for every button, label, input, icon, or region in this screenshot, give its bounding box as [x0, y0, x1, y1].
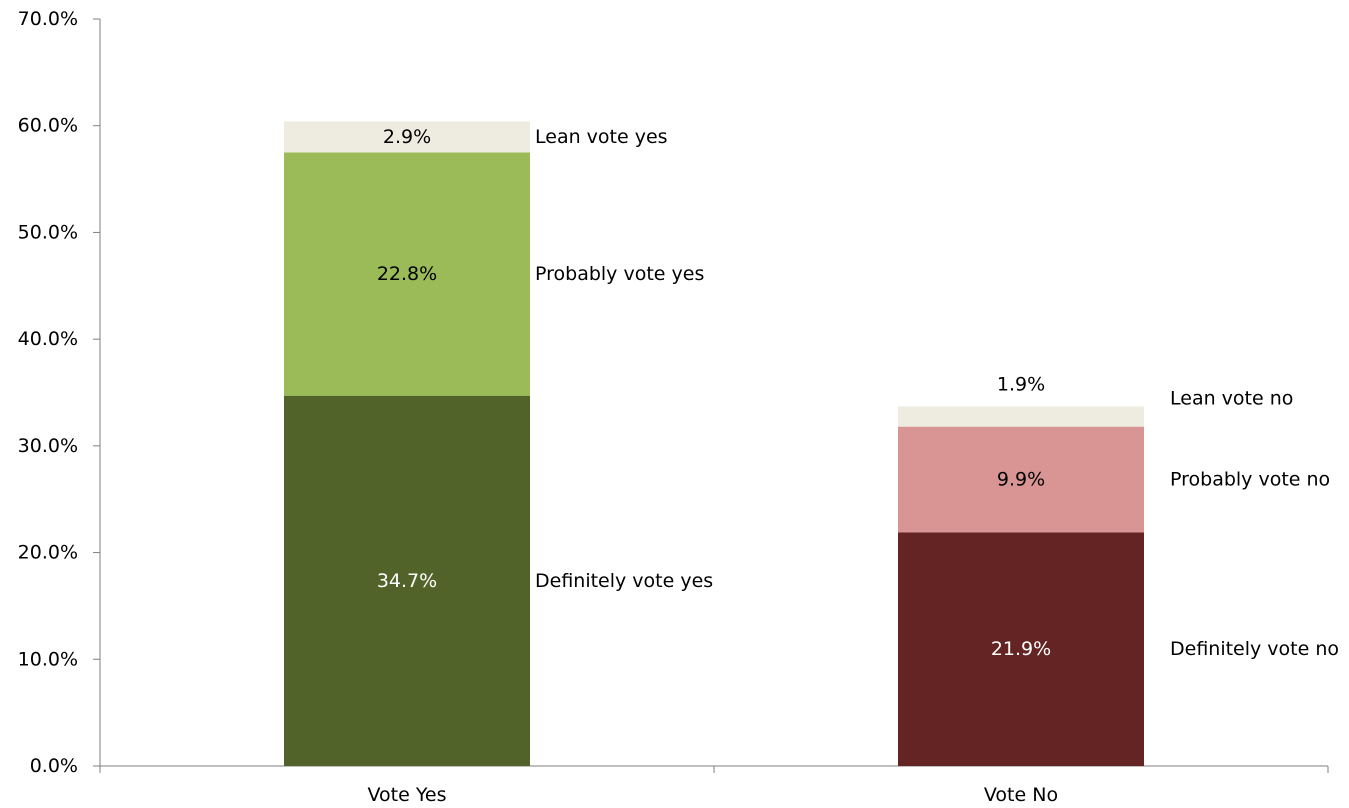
bar-segment [284, 152, 530, 396]
bar-value-label: 1.9% [997, 373, 1045, 395]
y-tick-label: 70.0% [18, 8, 78, 30]
bar-segment [284, 395, 530, 766]
series-label: Definitely vote yes [535, 570, 713, 592]
bar-segment [898, 406, 1144, 427]
y-tick-label: 60.0% [18, 115, 78, 137]
bar-segment [898, 532, 1144, 766]
y-tick-label: 30.0% [18, 435, 78, 457]
y-tick-label: 40.0% [18, 328, 78, 350]
bar-value-label: 2.9% [383, 126, 431, 148]
series-label: Lean vote yes [535, 126, 668, 148]
y-axis: 0.0% 10.0% 20.0% 30.0% 40.0% 50.0% 60.0% 70.0% [18, 8, 101, 777]
y-tick-label: 0.0% [30, 755, 78, 777]
series-label: Probably vote yes [535, 263, 704, 285]
y-tick-label: 10.0% [18, 648, 78, 670]
bar-value-label: 9.9% [997, 468, 1045, 490]
bar-segment [284, 121, 530, 153]
bar-value-label: 34.7% [377, 570, 437, 592]
x-category-label: Vote No [984, 784, 1058, 806]
bars [284, 121, 1144, 766]
series-label: Lean vote no [1170, 387, 1293, 409]
bar-segment [898, 426, 1144, 533]
y-tick-label: 50.0% [18, 221, 78, 243]
x-category-label: Vote Yes [368, 784, 447, 806]
y-tick-label: 20.0% [18, 542, 78, 564]
bar-value-label: 22.8% [377, 263, 437, 285]
x-axis: Vote Yes Vote No [99, 765, 1329, 806]
series-label: Definitely vote no [1170, 638, 1339, 660]
data-labels: 34.7% Definitely vote yes 22.8% Probably vo… [377, 126, 1339, 660]
series-label: Probably vote no [1170, 468, 1330, 490]
bar-value-label: 21.9% [991, 638, 1051, 660]
